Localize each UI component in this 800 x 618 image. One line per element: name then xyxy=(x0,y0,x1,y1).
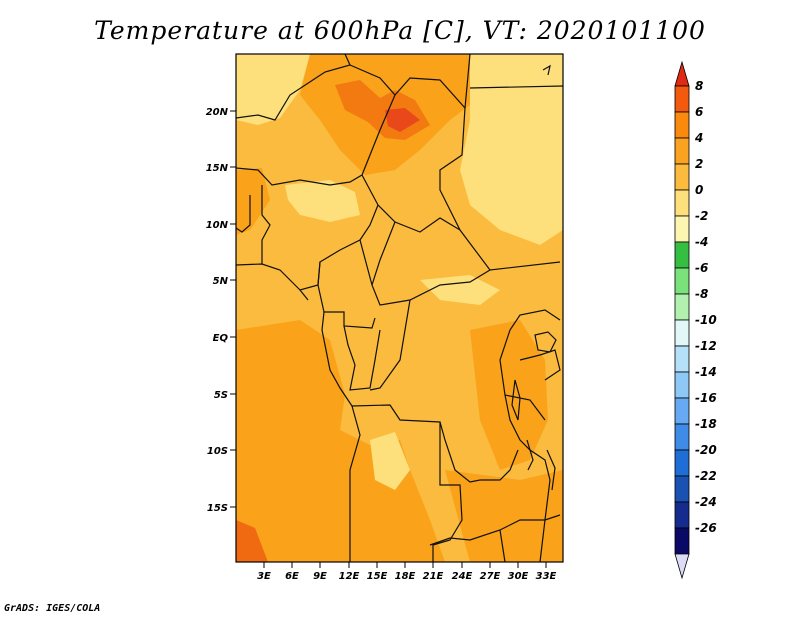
lat-label: 20N xyxy=(206,107,229,118)
colorbar-label: -20 xyxy=(695,443,717,457)
colorbar-label: 4 xyxy=(694,131,703,145)
lon-label: 27E xyxy=(480,571,501,582)
colorbar-label: 0 xyxy=(695,183,703,197)
field-cool-nw xyxy=(236,54,310,125)
colorbar-label: -4 xyxy=(695,235,708,249)
colorbar-swatch xyxy=(674,319,690,347)
field-cool-mid xyxy=(420,275,500,305)
lon-label: 3E xyxy=(257,571,271,582)
software-credit: GrADS: IGES/COLA xyxy=(4,603,101,614)
colorbar-swatch xyxy=(674,345,690,373)
map-frame xyxy=(235,53,564,563)
lon-label: 12E xyxy=(339,571,360,582)
colorbar-label: -14 xyxy=(695,365,717,379)
colorbar-swatch xyxy=(674,527,690,555)
colorbar-label: 2 xyxy=(695,157,703,171)
colorbar-swatch xyxy=(674,293,690,321)
lakes xyxy=(511,64,557,491)
temperature-field xyxy=(236,54,563,562)
field-cool-ne xyxy=(460,54,563,245)
colorbar-label: -6 xyxy=(695,261,708,275)
lat-label: EQ xyxy=(213,333,229,344)
colorbar-label: 8 xyxy=(695,79,703,93)
chart-title: Temperature at 600hPa [C], VT: 202010110… xyxy=(94,16,706,45)
colorbar-label: -26 xyxy=(695,521,717,535)
colorbar-swatch xyxy=(674,423,690,451)
colorbar-swatch xyxy=(674,163,690,191)
colorbar-swatch xyxy=(674,137,690,165)
colorbar: 8 6 4 2 0 -2 -4 -6 -8 -10 -12 -14 -16 -18 -20 -22 -24 -26 xyxy=(674,60,717,580)
field-cool-south xyxy=(370,432,410,490)
colorbar-swatch xyxy=(674,267,690,295)
colorbar-label: -8 xyxy=(695,287,708,301)
lon-label: 21E xyxy=(423,571,444,582)
colorbar-swatch xyxy=(674,189,690,217)
lon-label: 9E xyxy=(313,571,327,582)
field-warm-west xyxy=(236,168,270,235)
colorbar-swatch xyxy=(674,371,690,399)
lat-label: 10S xyxy=(207,446,228,457)
lat-label: 10N xyxy=(206,220,229,231)
colorbar-swatch xyxy=(674,449,690,477)
lat-label: 5S xyxy=(214,390,228,401)
lat-label: 15N xyxy=(206,163,229,174)
lat-label: 5N xyxy=(213,276,229,287)
colorbar-top-arrow xyxy=(674,60,690,87)
colorbar-swatch xyxy=(674,85,690,113)
colorbar-label: -22 xyxy=(695,469,717,483)
colorbar-swatch xyxy=(674,501,690,529)
colorbar-swatch xyxy=(674,111,690,139)
lat-axis: 20N 15N 10N 5N EQ 5S 10S 15S xyxy=(206,107,236,514)
colorbar-label: -12 xyxy=(695,339,717,353)
field-hottest xyxy=(385,108,420,132)
colorbar-bottom-arrow xyxy=(674,553,690,580)
field-warm-sw xyxy=(236,320,445,562)
lon-axis: 3E 6E 9E 12E 15E 18E 21E 24E 27E 30E 33E xyxy=(257,562,557,582)
lon-label: 18E xyxy=(395,571,416,582)
lon-label: 33E xyxy=(536,571,557,582)
colorbar-label: -18 xyxy=(695,417,717,431)
field-cool-center xyxy=(285,180,360,222)
colorbar-swatch xyxy=(674,475,690,503)
colorbar-label: 6 xyxy=(695,105,703,119)
colorbar-label: -10 xyxy=(695,313,717,327)
colorbar-label: -24 xyxy=(695,495,717,509)
colorbar-label: -2 xyxy=(695,209,708,223)
lon-label: 24E xyxy=(452,571,473,582)
lon-label: 30E xyxy=(508,571,529,582)
lon-label: 15E xyxy=(367,571,388,582)
colorbar-swatch xyxy=(674,397,690,425)
colorbar-swatch xyxy=(674,241,690,269)
colorbar-swatch xyxy=(674,215,690,243)
colorbar-label: -16 xyxy=(695,391,717,405)
country-borders xyxy=(236,54,563,562)
lon-label: 6E xyxy=(285,571,299,582)
lat-label: 15S xyxy=(207,503,228,514)
field-hot-sw xyxy=(236,520,268,562)
